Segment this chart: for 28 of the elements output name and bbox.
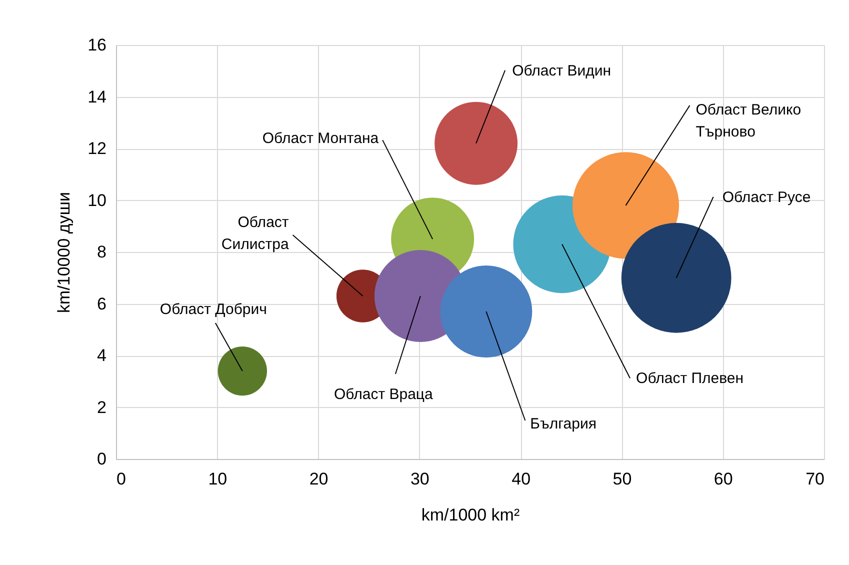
y-tick-label: 14	[88, 87, 106, 106]
text: Област Велико Търново	[696, 101, 802, 140]
y-tick-label: 4	[97, 346, 106, 365]
y-tick-label: 10	[88, 190, 106, 210]
text: Област Видин	[512, 62, 612, 80]
y-tick-label: 0	[97, 450, 106, 468]
x-tick-label: 70	[806, 470, 824, 488]
x-tick-label: 60	[714, 470, 733, 488]
x-tick-label: 40	[512, 470, 531, 488]
text: Област Плевен	[636, 370, 744, 388]
x-axis-title: km/1000 km²	[421, 506, 520, 524]
y-tick-label: 6	[97, 294, 106, 314]
x-tick-label: 30	[410, 470, 430, 488]
text: Област Русе	[722, 188, 811, 206]
y-tick-label: 16	[88, 36, 106, 54]
x-tick-label: 10	[208, 470, 228, 488]
y-tick-label: 8	[97, 242, 106, 262]
text: Област Враца	[334, 386, 434, 403]
y-tick-label: 2	[97, 398, 106, 417]
x-tick-label: 20	[309, 470, 328, 488]
y-axis-title: km/10000 души	[54, 192, 74, 313]
x-tick-label: 0	[116, 470, 126, 488]
x-tick-label: 50	[612, 470, 632, 488]
text: България	[530, 416, 596, 433]
text: Област Монтана	[262, 130, 380, 148]
text: Област Силистра	[221, 214, 290, 253]
text: Област Добрич	[160, 301, 267, 318]
y-tick-label: 12	[88, 139, 106, 158]
